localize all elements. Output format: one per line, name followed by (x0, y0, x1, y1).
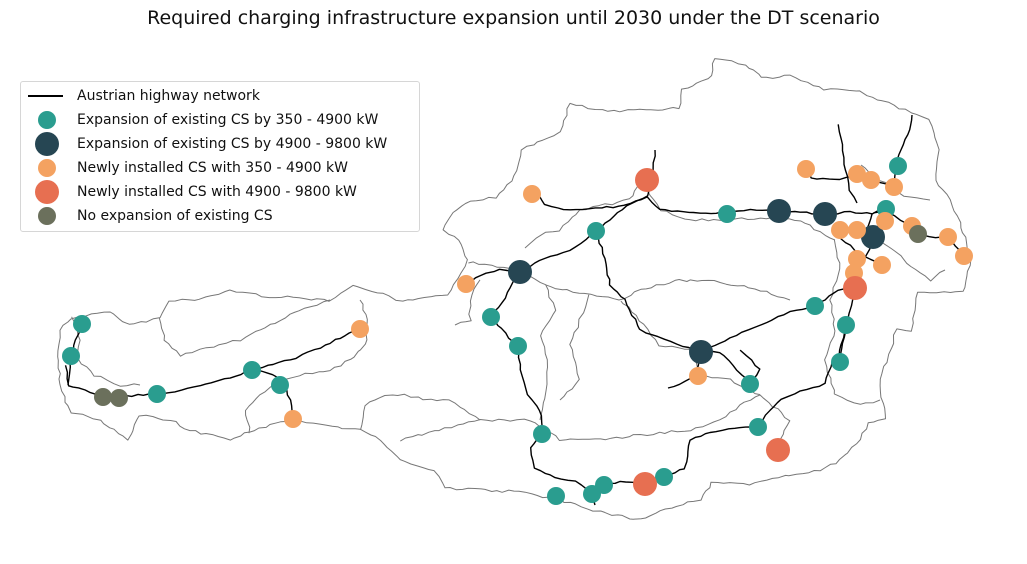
legend: Austrian highway network Expansion of ex… (20, 81, 420, 232)
station-marker-teal (482, 308, 500, 326)
large-red-dot-icon (35, 180, 59, 204)
country-border (57, 58, 972, 520)
highway-segment (646, 196, 887, 215)
station-marker-grey (94, 388, 112, 406)
station-marker-teal (889, 157, 907, 175)
station-marker-orange (831, 221, 849, 239)
highway-segment (698, 287, 856, 354)
station-marker-orange (876, 212, 894, 230)
state-border (824, 239, 881, 405)
station-marker-teal (749, 418, 767, 436)
state-border (400, 394, 761, 442)
station-marker-grey (909, 225, 927, 243)
station-marker-red (635, 168, 659, 192)
station-marker-teal (595, 476, 613, 494)
state-border (468, 261, 557, 421)
station-marker-orange (848, 221, 866, 239)
station-marker-red (633, 472, 657, 496)
station-marker-orange (351, 320, 369, 338)
legend-label: Expansion of existing CS by 4900 - 9800 … (77, 136, 388, 152)
station-marker-teal (806, 297, 824, 315)
state-border (454, 279, 481, 326)
station-marker-orange (797, 160, 815, 178)
station-marker-orange (939, 228, 957, 246)
station-marker-teal (271, 376, 289, 394)
small-grey-dot-icon (38, 207, 56, 225)
station-marker-dark (689, 340, 713, 364)
station-marker-orange (955, 247, 973, 265)
station-marker-teal (243, 361, 261, 379)
state-border (524, 180, 641, 249)
station-marker-orange (689, 367, 707, 385)
station-marker-orange (862, 171, 880, 189)
station-marker-teal (148, 385, 166, 403)
station-marker-teal (509, 337, 527, 355)
state-border (638, 180, 836, 241)
highway-segment (837, 124, 858, 204)
legend-item-highway: Austrian highway network (21, 84, 419, 108)
charging-stations (62, 157, 973, 505)
legend-label: Newly installed CS with 4900 - 9800 kW (77, 184, 357, 200)
legend-label: Expansion of existing CS by 350 - 4900 k… (77, 112, 379, 128)
map-title: Required charging infrastructure expansi… (147, 7, 880, 29)
highway-segment (531, 185, 648, 211)
legend-label: No expansion of existing CS (77, 208, 273, 224)
station-marker-teal (62, 347, 80, 365)
station-marker-teal (587, 222, 605, 240)
state-border (545, 279, 791, 301)
legend-item-red: Newly installed CS with 4900 - 9800 kW (21, 180, 419, 204)
station-marker-red (766, 438, 790, 462)
line-icon (28, 95, 63, 97)
station-marker-orange (885, 178, 903, 196)
legend-item-grey: No expansion of existing CS (21, 204, 419, 228)
legend-item-orange: Newly installed CS with 350 - 4900 kW (21, 156, 419, 180)
small-orange-dot-icon (38, 159, 56, 177)
state-border (158, 299, 331, 357)
station-marker-grey (110, 389, 128, 407)
station-marker-orange (457, 275, 475, 293)
highway-segment (251, 327, 361, 371)
legend-item-dark: Expansion of existing CS by 4900 - 9800 … (21, 132, 419, 156)
station-marker-teal (73, 315, 91, 333)
station-marker-teal (655, 468, 673, 486)
highway-segment (595, 231, 751, 385)
station-marker-orange (873, 256, 891, 274)
station-marker-teal (547, 487, 565, 505)
station-marker-orange (848, 250, 866, 268)
state-border (559, 294, 590, 401)
state-border (880, 240, 946, 282)
station-marker-dark (813, 202, 837, 226)
station-marker-red (843, 276, 867, 300)
station-marker-orange (848, 165, 866, 183)
state-border (360, 393, 481, 431)
legend-label: Austrian highway network (77, 88, 260, 104)
station-marker-teal (837, 316, 855, 334)
state-border (620, 300, 791, 441)
small-teal-dot-icon (38, 111, 56, 129)
station-marker-dark (508, 260, 532, 284)
large-dark-dot-icon (35, 132, 59, 156)
legend-label: Newly installed CS with 350 - 4900 kW (77, 160, 348, 176)
station-marker-teal (533, 425, 551, 443)
station-marker-orange (523, 185, 541, 203)
station-marker-dark (767, 199, 791, 223)
station-marker-dark (861, 225, 885, 249)
station-marker-teal (831, 353, 849, 371)
station-marker-teal (718, 205, 736, 223)
legend-item-teal: Expansion of existing CS by 350 - 4900 k… (21, 108, 419, 132)
station-marker-teal (741, 375, 759, 393)
station-marker-orange (284, 410, 302, 428)
highway-segment (518, 149, 656, 274)
